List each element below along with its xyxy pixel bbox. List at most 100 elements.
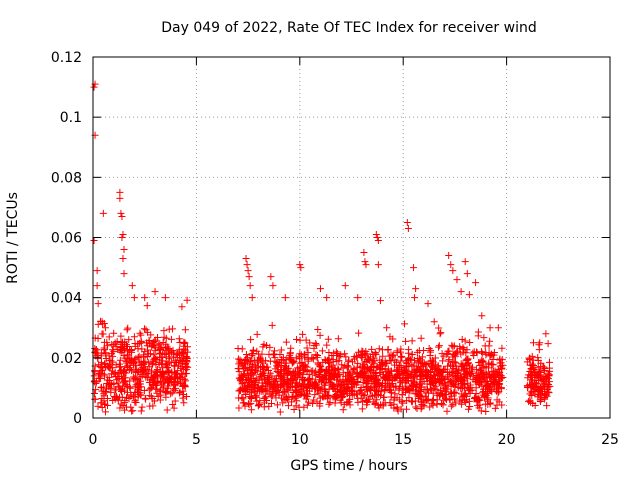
data-point [372, 230, 380, 238]
data-point [409, 377, 417, 385]
data-point [368, 345, 376, 353]
data-point [339, 369, 347, 377]
data-point [240, 360, 248, 368]
data-point [420, 385, 428, 393]
data-point [178, 303, 186, 311]
data-point [277, 370, 285, 378]
data-point [385, 368, 393, 376]
data-point [330, 372, 338, 380]
data-point [530, 362, 538, 370]
data-point [454, 374, 462, 382]
data-point [454, 368, 462, 376]
data-point [310, 342, 318, 350]
data-point [175, 389, 183, 397]
data-point [282, 394, 290, 402]
data-point [465, 385, 473, 393]
data-point [349, 367, 357, 375]
data-point [321, 392, 329, 400]
data-point [248, 369, 256, 377]
data-point [398, 398, 406, 406]
data-point [402, 366, 410, 374]
data-point [479, 357, 487, 365]
x-tick-label: 15 [394, 432, 412, 448]
data-point [137, 337, 145, 345]
data-point [124, 351, 132, 359]
data-point [103, 342, 111, 350]
data-point [472, 365, 480, 373]
data-point [365, 357, 373, 365]
data-point [378, 381, 386, 389]
data-point [112, 342, 120, 350]
data-point [272, 375, 280, 383]
data-point [379, 352, 387, 360]
data-point [471, 393, 479, 401]
data-point [475, 380, 483, 388]
data-point [180, 391, 188, 399]
data-point [325, 348, 333, 356]
data-point [541, 395, 549, 403]
data-point [160, 327, 168, 335]
data-point [354, 294, 362, 302]
data-point [165, 366, 173, 374]
data-point [253, 347, 261, 355]
data-point [354, 373, 362, 381]
data-point [169, 346, 177, 354]
data-point [346, 372, 353, 380]
data-point [156, 378, 164, 386]
y-tick-label: 0.04 [51, 291, 82, 307]
data-point [163, 406, 171, 414]
data-point [464, 360, 472, 368]
data-point [342, 372, 350, 380]
data-point [469, 376, 477, 384]
data-point [326, 398, 334, 406]
data-point [478, 312, 486, 320]
data-point [435, 324, 443, 332]
data-points [90, 80, 554, 416]
data-point [282, 359, 290, 367]
data-point [371, 349, 379, 357]
data-point [425, 359, 433, 367]
data-point [496, 376, 504, 384]
data-point [323, 341, 331, 349]
data-point [171, 382, 179, 390]
data-point [140, 325, 148, 333]
data-point [259, 366, 267, 374]
data-point [343, 399, 351, 407]
data-point [411, 356, 419, 364]
data-point [343, 362, 351, 370]
data-point [145, 363, 153, 371]
data-point [283, 370, 291, 378]
data-point [105, 333, 113, 341]
data-point [300, 403, 308, 411]
data-point [533, 372, 541, 380]
data-point [546, 358, 554, 366]
data-point [355, 329, 363, 337]
data-point [464, 374, 472, 382]
data-point [165, 373, 173, 381]
data-point [297, 264, 305, 272]
data-point [346, 391, 354, 399]
data-point [447, 402, 455, 410]
data-point [118, 234, 126, 241]
data-point [130, 333, 138, 341]
data-point [123, 388, 131, 396]
data-point [494, 389, 502, 397]
data-point [317, 386, 325, 394]
data-point [412, 383, 420, 391]
data-point [266, 343, 274, 351]
data-point [179, 394, 187, 402]
data-point [122, 403, 130, 411]
data-point [423, 396, 431, 404]
data-point [456, 397, 464, 405]
x-tick-label: 25 [601, 432, 619, 448]
data-point [296, 261, 304, 269]
data-point [126, 383, 134, 391]
data-point [110, 329, 118, 337]
data-point [130, 294, 138, 302]
data-point [117, 340, 125, 348]
data-point [461, 337, 469, 345]
data-point [248, 350, 256, 358]
data-point [128, 407, 136, 415]
data-point [444, 362, 452, 370]
